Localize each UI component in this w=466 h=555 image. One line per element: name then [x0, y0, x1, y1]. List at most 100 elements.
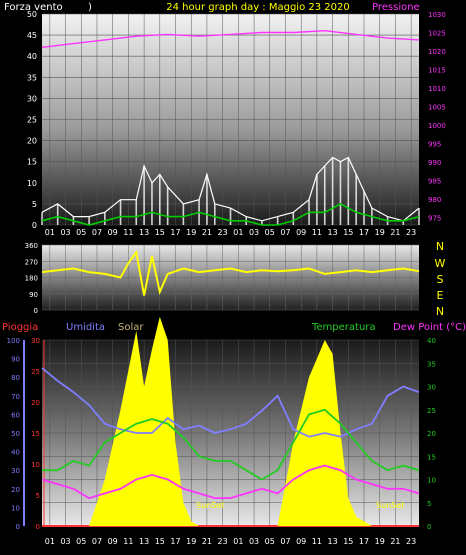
pressure-ytick: 1010 — [428, 85, 446, 93]
direction-ytick: 270 — [25, 258, 38, 266]
wind-ytick: 45 — [27, 31, 37, 40]
temp-xtick: 13 — [328, 537, 338, 546]
wind-xtick: 17 — [170, 228, 180, 237]
wind-xtick: 15 — [343, 228, 353, 237]
temp-xtick: 07 — [280, 537, 290, 546]
rain-ytick: 15 — [31, 430, 40, 438]
wind-xtick: 23 — [218, 228, 228, 237]
temp-ytick: 5 — [427, 500, 431, 508]
temp-ytick: 25 — [427, 407, 436, 415]
temp-xtick: 15 — [343, 537, 353, 546]
pressure-ytick: 980 — [428, 196, 441, 204]
temp-xtick: 01 — [233, 537, 243, 546]
direction-ytick: 90 — [29, 291, 38, 299]
temp-ytick: 40 — [427, 337, 436, 345]
wind-xtick: 01 — [45, 228, 55, 237]
humidity-ytick: 40 — [11, 449, 20, 457]
wind-xtick: 05 — [265, 228, 275, 237]
temp-xtick: 07 — [92, 537, 102, 546]
wind-xtick: 05 — [76, 228, 86, 237]
compass-w: W — [435, 257, 446, 270]
temp-xtick: 11 — [123, 537, 133, 546]
pressure-ytick: 1015 — [428, 67, 446, 75]
temp-ytick: 0 — [427, 523, 431, 531]
temp-ytick: 10 — [427, 477, 436, 485]
dewpoint-line — [41, 464, 420, 500]
pressure-ytick: 1005 — [428, 104, 446, 112]
humidity-ytick: 100 — [7, 337, 20, 345]
wind-ytick: 15 — [27, 158, 37, 167]
direction-line — [41, 249, 420, 296]
temp-xtick: 19 — [375, 537, 385, 546]
temp-xtick: 23 — [406, 537, 416, 546]
temp-xtick: 05 — [265, 537, 275, 546]
wind-gust-line — [41, 156, 420, 222]
tick-labels: 0510152025303540455097598098599099510001… — [7, 10, 446, 546]
wind-xtick: 21 — [390, 228, 400, 237]
pressure-ytick: 990 — [428, 159, 441, 167]
temp-xtick: 01 — [45, 537, 55, 546]
humidity-label: Umidita — [66, 322, 105, 333]
humidity-ytick: 60 — [11, 411, 20, 419]
wind-xtick: 23 — [406, 228, 416, 237]
pressure-label: Pressione — [372, 2, 420, 13]
temp-xtick: 09 — [296, 537, 306, 546]
humidity-ytick: 0 — [16, 523, 20, 531]
humidity-line — [41, 367, 420, 438]
wind-xtick: 13 — [328, 228, 338, 237]
wind-xtick: 07 — [280, 228, 290, 237]
temp-xtick: 21 — [390, 537, 400, 546]
pressure-ytick: 1020 — [428, 48, 446, 56]
compass-n-bottom: N — [436, 305, 444, 318]
temperature-label: Temperatura — [311, 322, 376, 333]
compass-s: S — [437, 273, 444, 286]
rain-ytick: 0 — [36, 523, 40, 531]
temperature-line — [42, 408, 420, 481]
temp-xtick: 15 — [155, 537, 165, 546]
temp-xtick: 17 — [359, 537, 369, 546]
pressure-ytick: 975 — [428, 215, 441, 223]
humidity-ytick: 90 — [11, 356, 20, 364]
temp-xtick: 03 — [60, 537, 70, 546]
pressure-ytick: 1030 — [428, 11, 446, 19]
wind-xtick: 07 — [92, 228, 102, 237]
wind-ytick: 25 — [27, 116, 37, 125]
temp-ytick: 35 — [427, 360, 436, 368]
humidity-ytick: 70 — [11, 393, 20, 401]
humidity-ytick: 50 — [11, 430, 20, 438]
temp-xtick: 09 — [108, 537, 118, 546]
compass-n-top: N — [436, 240, 444, 253]
wind-ytick: 35 — [27, 73, 37, 82]
rain-ytick: 5 — [36, 492, 40, 500]
temp-xtick: 17 — [170, 537, 180, 546]
temp-xtick: 05 — [76, 537, 86, 546]
wind-ytick: 0 — [32, 221, 37, 230]
compass-e: E — [437, 289, 444, 302]
humidity-ytick: 10 — [11, 504, 20, 512]
wind-xtick: 09 — [108, 228, 118, 237]
wind-ytick: 5 — [32, 200, 37, 209]
humidity-ytick: 30 — [11, 467, 20, 475]
sunset-label-day2: SunSet — [376, 501, 404, 510]
direction-ytick: 360 — [25, 242, 38, 250]
wind-ytick: 40 — [27, 52, 37, 61]
wind-xtick: 13 — [139, 228, 149, 237]
temp-xtick: 13 — [139, 537, 149, 546]
temp-xtick: 19 — [186, 537, 196, 546]
direction-ytick: 0 — [34, 307, 38, 315]
temp-xtick: 11 — [312, 537, 322, 546]
temp-xtick: 23 — [218, 537, 228, 546]
humidity-ytick: 80 — [11, 374, 20, 382]
wind-xtick: 09 — [296, 228, 306, 237]
pressure-ytick: 1025 — [428, 30, 446, 38]
wind-xtick: 21 — [202, 228, 212, 237]
solar-label: Solar — [118, 322, 144, 333]
wind-ytick: 30 — [27, 94, 37, 103]
temp-ytick: 15 — [427, 453, 436, 461]
series-layer — [41, 29, 420, 526]
direction-ytick: 180 — [25, 275, 38, 283]
solar-area — [89, 316, 372, 526]
wind-ytick: 50 — [27, 10, 37, 19]
